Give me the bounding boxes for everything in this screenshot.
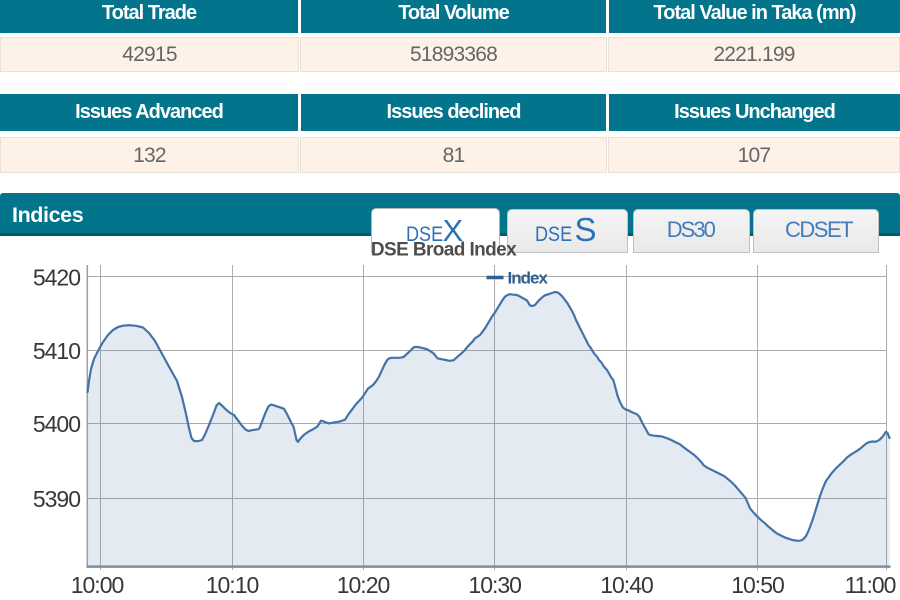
svg-text:5400: 5400 bbox=[33, 411, 80, 437]
svg-text:10:30: 10:30 bbox=[468, 572, 521, 598]
svg-text:11:00: 11:00 bbox=[845, 572, 896, 598]
svg-text:DSE Broad Index: DSE Broad Index bbox=[371, 240, 517, 261]
svg-text:10:10: 10:10 bbox=[206, 572, 259, 598]
svg-text:5420: 5420 bbox=[33, 265, 80, 291]
svg-text:5410: 5410 bbox=[33, 338, 80, 364]
svg-text:5390: 5390 bbox=[33, 486, 80, 512]
svg-text:10:20: 10:20 bbox=[337, 572, 390, 598]
svg-text:10:50: 10:50 bbox=[731, 572, 784, 598]
svg-text:10:00: 10:00 bbox=[71, 572, 124, 598]
svg-text:10:40: 10:40 bbox=[600, 572, 653, 598]
svg-text:Index: Index bbox=[508, 269, 549, 288]
